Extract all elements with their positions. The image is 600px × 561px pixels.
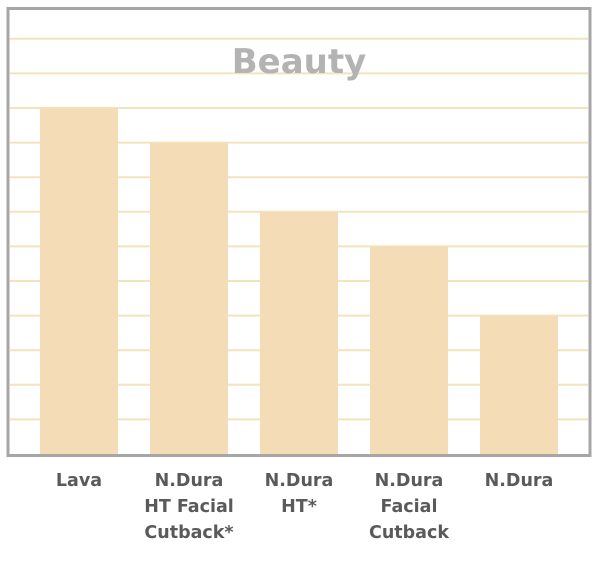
bars (40, 108, 558, 454)
x-tick-label: N.Dura HT Facial Cutback* (144, 471, 234, 543)
bar (260, 211, 338, 454)
chart-border (6, 7, 592, 457)
bar (150, 142, 228, 454)
bar (40, 108, 118, 454)
x-tick-label: Lava (55, 471, 103, 491)
bar (370, 246, 448, 454)
x-tick-label: N.Dura Facial Cutback (368, 471, 449, 543)
x-tick-label: N.Dura (484, 471, 554, 491)
bar (480, 315, 558, 454)
chart-title: Beauty (232, 42, 367, 82)
x-tick-label: N.Dura HT* (264, 471, 334, 517)
